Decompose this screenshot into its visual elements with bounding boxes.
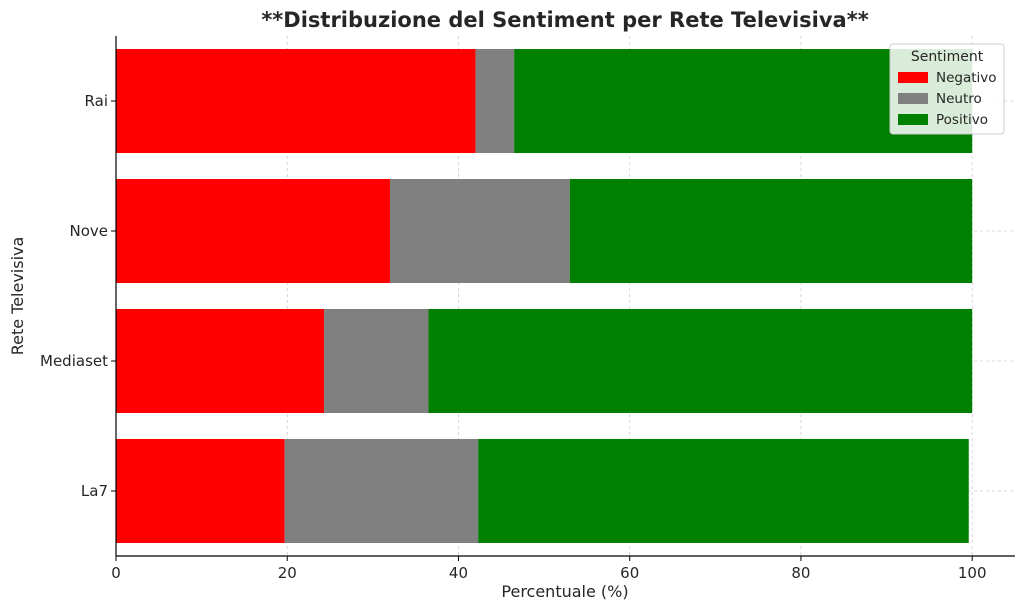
y-tick-label: La7 — [81, 482, 108, 500]
legend-swatch-positivo — [898, 114, 928, 125]
y-tick-label: Rai — [85, 92, 108, 110]
bar-positivo-mediaset — [428, 309, 973, 413]
bar-negativo-mediaset — [116, 309, 325, 413]
x-tick-label: 60 — [620, 564, 639, 582]
legend-label-positivo: Positivo — [936, 112, 988, 128]
bar-negativo-la7 — [116, 439, 285, 543]
y-axis-label: Rete Televisiva — [8, 237, 27, 356]
bar-neutro-nove — [389, 179, 570, 283]
legend-title: Sentiment — [911, 49, 984, 65]
legend-swatch-negativo — [898, 72, 928, 83]
bars — [116, 49, 973, 543]
bar-neutro-mediaset — [324, 309, 429, 413]
ticks: 0 20 40 60 80 100 La7 Mediaset Nove Rai — [40, 92, 986, 582]
legend-swatch-neutro — [898, 93, 928, 104]
chart-title: **Distribuzione del Sentiment per Rete T… — [261, 8, 868, 32]
bar-negativo-nove — [116, 179, 390, 283]
x-tick-label: 40 — [449, 564, 468, 582]
bar-neutro-la7 — [284, 439, 479, 543]
bar-neutro-rai — [475, 49, 515, 153]
legend: Sentiment Negativo Neutro Positivo — [889, 43, 1005, 135]
x-tick-label: 20 — [278, 564, 297, 582]
bar-positivo-nove — [569, 179, 973, 283]
axes — [115, 36, 1015, 557]
legend-box — [889, 43, 1005, 135]
legend-label-negativo: Negativo — [936, 70, 997, 86]
legend-label-neutro: Neutro — [936, 91, 982, 107]
x-tick-label: 80 — [791, 564, 810, 582]
bar-positivo-la7 — [478, 439, 969, 543]
x-tick-label: 0 — [111, 564, 121, 582]
x-axis-label: Percentuale (%) — [501, 582, 628, 601]
x-tick-label: 100 — [958, 564, 987, 582]
y-tick-label: Nove — [69, 222, 108, 240]
bar-negativo-rai — [116, 49, 476, 153]
y-tick-label: Mediaset — [40, 352, 108, 370]
